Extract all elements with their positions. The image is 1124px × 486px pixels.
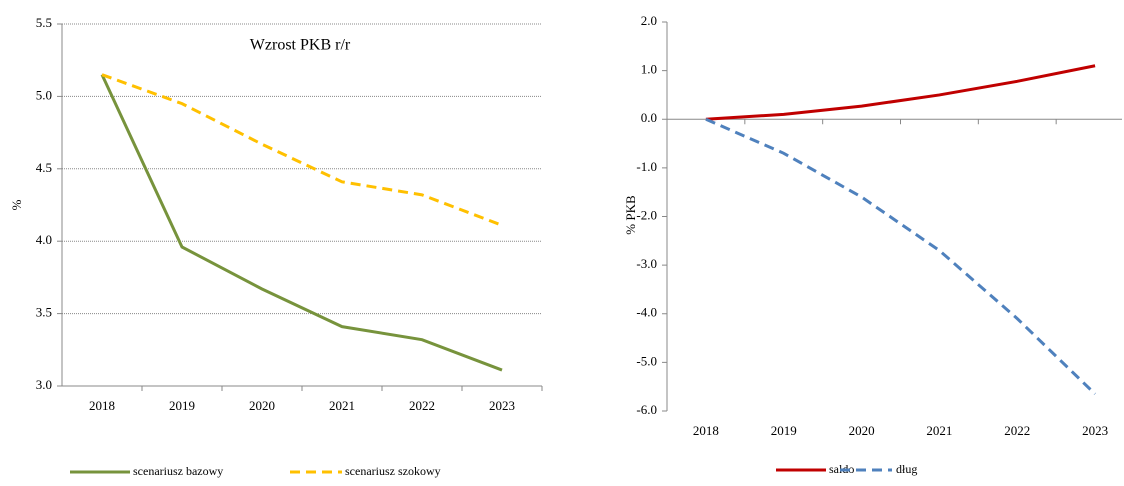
x-tick-label: 2019 <box>169 398 195 413</box>
x-tick-label: 2019 <box>771 423 797 438</box>
y-tick-label: 0.0 <box>641 110 657 125</box>
y-tick-label: 5.0 <box>36 87 52 102</box>
y-tick-label: -6.0 <box>636 402 657 417</box>
y-tick-label: 3.0 <box>36 377 52 392</box>
y-axis-label: % PKB <box>623 195 638 235</box>
line-series <box>705 117 1097 396</box>
x-tick-label: 2020 <box>249 398 275 413</box>
x-tick-label: 2022 <box>1004 423 1030 438</box>
y-tick-label: 4.0 <box>36 232 52 247</box>
y-tick-label: -2.0 <box>636 207 657 222</box>
legend-label: dług <box>896 462 917 476</box>
y-tick-label: 4.5 <box>36 160 52 175</box>
line-series <box>100 74 503 372</box>
chart-title: Wzrost PKB r/r <box>250 37 351 54</box>
x-tick-label: 2023 <box>489 398 515 413</box>
legend-label: scenariusz szokowy <box>345 464 441 478</box>
x-tick-label: 2022 <box>409 398 435 413</box>
legend-label: scenariusz bazowy <box>133 464 223 478</box>
y-tick-label: 3.5 <box>36 305 52 320</box>
y-tick-label: -3.0 <box>636 256 657 271</box>
y-tick-label: 1.0 <box>641 62 657 77</box>
y-tick-label: 5.5 <box>36 15 52 30</box>
line-series <box>101 73 503 227</box>
x-tick-label: 2021 <box>926 423 952 438</box>
y-tick-label: -5.0 <box>636 353 657 368</box>
line-series <box>705 64 1096 121</box>
y-axis-label: % <box>9 199 24 210</box>
x-tick-label: 2023 <box>1082 423 1108 438</box>
y-tick-label: 2.0 <box>641 13 657 28</box>
y-tick-label: -1.0 <box>636 159 657 174</box>
x-tick-label: 2020 <box>849 423 875 438</box>
y-tick-label: -4.0 <box>636 305 657 320</box>
x-tick-label: 2021 <box>329 398 355 413</box>
x-tick-label: 2018 <box>89 398 115 413</box>
x-tick-label: 2018 <box>693 423 719 438</box>
